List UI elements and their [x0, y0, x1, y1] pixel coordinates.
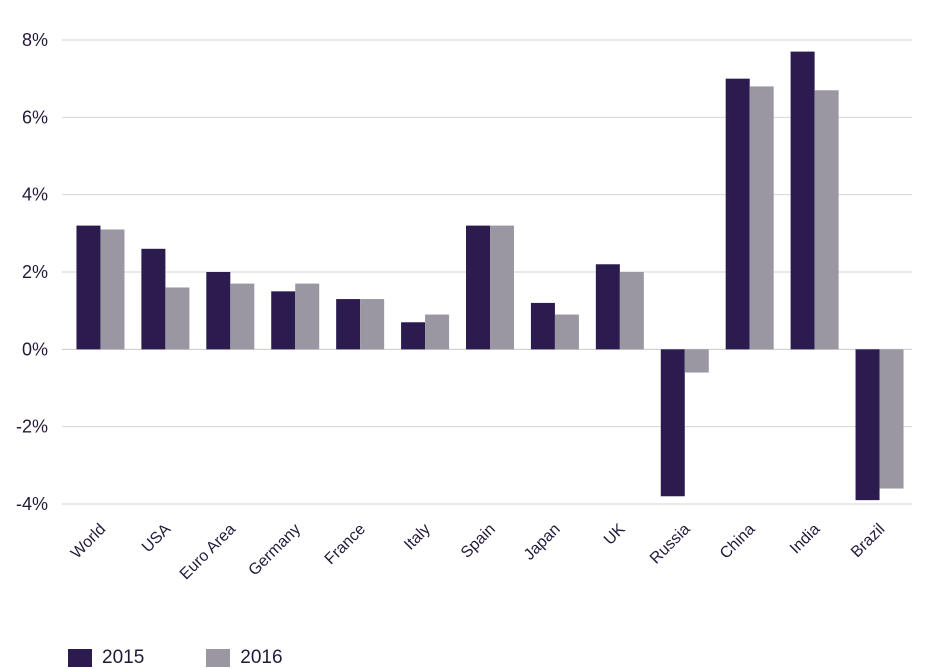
y-tick-label: -2% — [16, 417, 48, 437]
bar-2016-russia — [684, 349, 709, 373]
bar-2016-world — [100, 229, 125, 350]
bar-2016-spain — [490, 225, 514, 350]
bar-2015-russia — [660, 349, 685, 497]
x-tick-label: France — [322, 521, 369, 568]
bar-2015-japan — [530, 302, 555, 350]
bar-2015-world — [76, 225, 101, 350]
x-tick-label: UK — [601, 521, 629, 549]
legend-swatch-2016 — [206, 649, 231, 667]
x-tick-label: China — [717, 521, 759, 563]
bar-2015-italy — [401, 322, 426, 350]
bar-2016-france — [360, 299, 385, 350]
x-tick-label: USA — [139, 521, 175, 557]
x-tick-label: Italy — [401, 521, 434, 554]
x-tick-label: World — [68, 521, 109, 562]
y-tick-label: 4% — [22, 185, 48, 205]
bar-2015-india — [790, 51, 815, 350]
legend: 2015 2016 — [68, 647, 345, 669]
bars — [76, 51, 904, 501]
legend-item-2016: 2016 — [206, 647, 283, 669]
legend-label-2015: 2015 — [102, 647, 145, 668]
bar-2016-italy — [425, 314, 450, 350]
y-tick-label: 6% — [22, 107, 48, 127]
bar-2016-germany — [295, 283, 320, 350]
bar-2016-usa — [165, 287, 190, 350]
bar-2016-uk — [619, 272, 644, 350]
bar-2016-euro-area — [230, 283, 255, 350]
x-tick-label: Spain — [458, 521, 499, 562]
y-tick-label: 2% — [22, 262, 48, 282]
bar-2015-euro-area — [206, 272, 231, 350]
y-tick-label: -4% — [16, 494, 48, 514]
x-tick-label: Euro Area — [177, 521, 239, 583]
bar-chart: 8% 6% 4% 2% 0% -2% -4% World USA Euro Area German… — [16, 30, 912, 584]
bar-2015-usa — [141, 248, 166, 350]
bar-2016-japan — [554, 314, 579, 350]
x-tick-label: India — [787, 521, 824, 558]
y-axis-ticks: 8% 6% 4% 2% 0% -2% -4% — [16, 30, 48, 514]
legend-swatch-2015 — [68, 649, 92, 667]
x-tick-label: Germany — [246, 521, 305, 580]
legend-label-2016: 2016 — [240, 647, 283, 668]
bar-2015-china — [725, 78, 750, 350]
bar-2015-spain — [466, 225, 490, 350]
y-tick-label: 8% — [22, 30, 48, 50]
bar-2016-india — [814, 90, 839, 350]
bar-2015-france — [336, 299, 361, 350]
x-tick-label: Russia — [647, 521, 694, 568]
bar-2015-germany — [271, 291, 296, 350]
legend-item-2015: 2015 — [68, 647, 144, 669]
bar-2015-brazil — [855, 349, 880, 501]
bar-2016-china — [749, 86, 774, 350]
x-tick-label: Japan — [521, 521, 564, 564]
x-tick-label: Brazil — [848, 521, 888, 561]
x-axis-labels: World USA Euro Area Germany France Italy Spain… — [68, 521, 888, 584]
bar-2016-brazil — [879, 349, 904, 489]
y-tick-label: 0% — [22, 339, 48, 359]
bar-2015-uk — [595, 264, 620, 350]
